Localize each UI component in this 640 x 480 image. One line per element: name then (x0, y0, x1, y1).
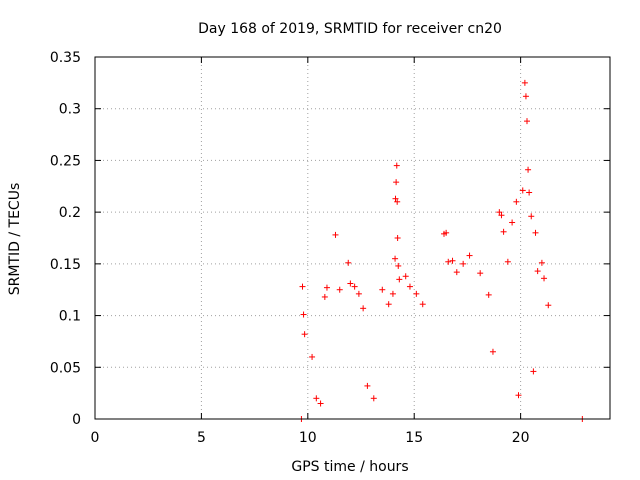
data-point (460, 260, 467, 267)
data-point (379, 286, 386, 293)
y-axis-label: SRMTID / TECUs (7, 183, 23, 296)
data-point (449, 257, 456, 264)
data-point (385, 301, 392, 308)
y-tick-label: 0 (72, 412, 81, 428)
data-point (313, 395, 320, 402)
data-point (299, 283, 306, 290)
data-point (526, 189, 533, 196)
data-point (445, 258, 452, 265)
data-point (370, 395, 377, 402)
data-point (504, 258, 511, 265)
data-point (485, 291, 492, 298)
data-point (394, 198, 401, 205)
data-point (300, 311, 307, 318)
data-point (394, 235, 401, 241)
data-point (538, 259, 545, 266)
data-point (355, 290, 362, 297)
data-point (392, 255, 399, 262)
data-point (496, 209, 503, 216)
plot-frame (94, 56, 611, 420)
data-point (515, 392, 522, 399)
data-point (389, 290, 396, 297)
data-point (524, 118, 531, 125)
data-point (525, 166, 532, 173)
data-point (336, 286, 343, 293)
data-point (528, 213, 535, 220)
data-point (393, 162, 400, 169)
data-point (321, 293, 328, 300)
y-tick-label: 0.35 (50, 50, 81, 66)
y-tick-label: 0.1 (59, 309, 81, 325)
data-point (309, 353, 316, 360)
data-point (522, 93, 529, 100)
data-point (351, 283, 358, 290)
data-point (323, 284, 330, 291)
data-point (364, 382, 371, 389)
x-tick-label: 0 (91, 430, 100, 446)
data-point (396, 276, 403, 283)
data-point (317, 400, 324, 407)
data-point (513, 198, 520, 205)
data-point (521, 79, 528, 86)
y-tick-label: 0.3 (59, 102, 81, 118)
data-point (466, 252, 473, 259)
grid (95, 57, 610, 419)
data-point (345, 259, 352, 266)
data-point (532, 229, 539, 236)
data-point (500, 228, 507, 235)
data-point (419, 301, 426, 308)
data-point (301, 331, 308, 338)
data-point (534, 268, 541, 275)
x-axis-label: GPS time / hours (291, 459, 408, 475)
data-point (489, 348, 496, 355)
data-point (332, 231, 339, 238)
data-point (395, 262, 402, 269)
x-tick-label: 5 (197, 430, 206, 446)
data-point (443, 229, 450, 236)
data-point (393, 179, 400, 186)
data-points (298, 79, 586, 422)
tick-labels: 0 0.05 0.1 0.15 0.2 0.25 0.3 0.35 0 5 10 15 20 (50, 50, 530, 446)
x-tick-label: 15 (405, 430, 423, 446)
y-tick-label: 0.25 (50, 153, 81, 169)
chart-title: Day 168 of 2019, SRMTID for receiver cn2… (198, 21, 502, 37)
data-point (453, 269, 460, 276)
data-point (402, 273, 409, 280)
data-point (360, 305, 367, 312)
x-tick-label: 20 (512, 430, 530, 446)
data-point (347, 280, 354, 287)
data-point (498, 212, 505, 219)
data-point (406, 283, 413, 290)
data-point (413, 290, 420, 297)
data-point (545, 302, 552, 309)
data-point (519, 187, 526, 194)
data-point (477, 270, 484, 277)
x-tick-label: 10 (299, 430, 317, 446)
data-point (509, 219, 516, 226)
data-point (530, 368, 537, 375)
y-tick-label: 0.15 (50, 257, 81, 273)
data-point (541, 275, 548, 282)
y-tick-label: 0.05 (50, 360, 81, 376)
data-point (392, 195, 399, 202)
y-tick-label: 0.2 (59, 205, 81, 221)
